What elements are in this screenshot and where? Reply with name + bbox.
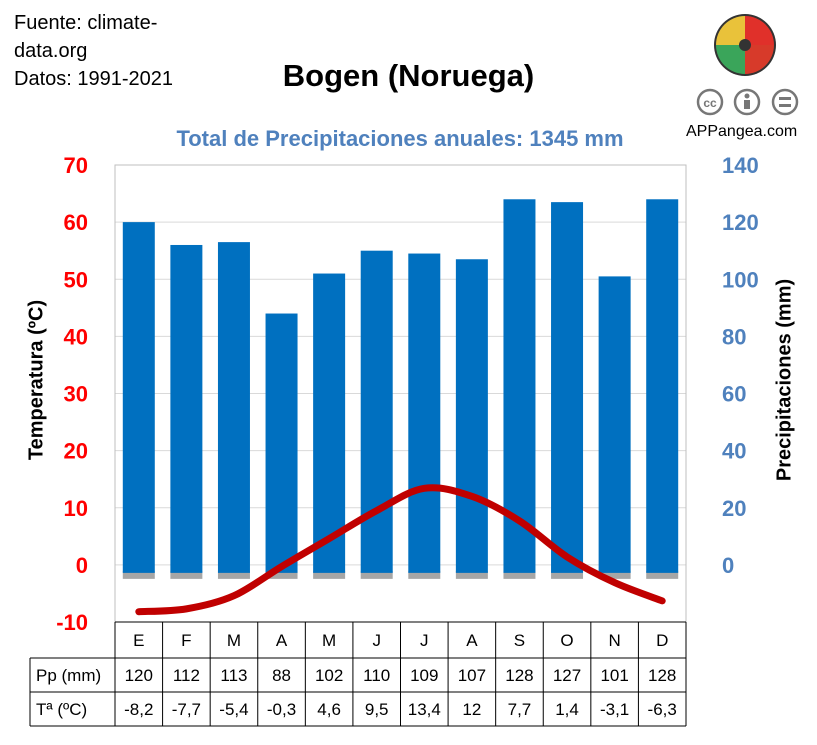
precip-cell: 107	[458, 666, 486, 685]
y-right-tick-label: 80	[722, 324, 746, 349]
y-right-tick-label: 120	[722, 210, 759, 235]
precip-bar	[455, 259, 488, 573]
y-right-tick-label: 40	[722, 439, 746, 464]
y-left-tick-label: 0	[76, 553, 88, 578]
precip-row-label: Pp (mm)	[36, 666, 101, 685]
precip-bar	[170, 244, 203, 573]
x-tick-label: O	[560, 631, 573, 650]
bar-base-shadow	[598, 570, 631, 579]
y-left-tick-label: -10	[56, 610, 88, 635]
x-tick-label: D	[656, 631, 668, 650]
x-tick-label: A	[466, 631, 478, 650]
x-tick-label: F	[181, 631, 191, 650]
temp-cell: 13,4	[408, 700, 441, 719]
bar-base-shadow	[360, 570, 393, 579]
precip-bar	[646, 199, 679, 573]
temp-cell: 12	[462, 700, 481, 719]
precip-bar	[265, 313, 298, 573]
precip-bar	[408, 253, 441, 573]
y-right-tick-label: 0	[722, 553, 734, 578]
precip-bar	[313, 273, 346, 573]
temp-cell: -8,2	[124, 700, 153, 719]
puzzle-logo-icon	[714, 14, 776, 76]
precip-bar	[122, 222, 155, 573]
y-left-tick-label: 30	[64, 382, 88, 407]
source-line-2: data.org	[14, 40, 88, 62]
temp-cell: 7,7	[508, 700, 532, 719]
y-left-tick-label: 50	[64, 267, 88, 292]
temp-row-label: Tª (ºC)	[36, 700, 87, 719]
bar-base-shadow	[217, 570, 250, 579]
precip-bar	[217, 242, 250, 573]
y-left-tick-label: 10	[64, 496, 88, 521]
x-tick-label: J	[372, 631, 381, 650]
temp-cell: 1,4	[555, 700, 579, 719]
x-tick-label: M	[227, 631, 241, 650]
temp-cell: 9,5	[365, 700, 389, 719]
source-line-1: Fuente: climate-	[14, 12, 158, 34]
precip-bar	[598, 276, 631, 573]
x-tick-label: M	[322, 631, 336, 650]
x-tick-label: N	[608, 631, 620, 650]
precip-cell: 110	[363, 666, 390, 685]
temp-cell: -7,7	[172, 700, 201, 719]
chart-title: Bogen (Noruega)	[282, 58, 535, 93]
bar-base-shadow	[503, 570, 536, 579]
precip-cell: 120	[125, 666, 153, 685]
x-tick-label: J	[420, 631, 429, 650]
y-left-tick-label: 20	[64, 439, 88, 464]
brand-text: APPangea.com	[686, 123, 798, 140]
y-right-tick-label: 60	[722, 382, 746, 407]
temp-cell: 4,6	[317, 700, 341, 719]
by-icon	[733, 88, 761, 116]
y-right-tick-label: 100	[722, 267, 759, 292]
data-period: Datos: 1991-2021	[14, 68, 174, 90]
bar-base-shadow	[551, 570, 584, 579]
x-tick-label: A	[276, 631, 288, 650]
precip-cell: 109	[410, 666, 438, 685]
precip-bar	[360, 250, 393, 573]
bar-base-shadow	[455, 570, 488, 579]
bar-base-shadow	[122, 570, 155, 579]
bar-base-shadow	[313, 570, 346, 579]
x-tick-label: S	[514, 631, 525, 650]
precip-cell: 102	[315, 666, 343, 685]
precip-cell: 112	[173, 666, 200, 685]
bar-base-shadow	[646, 570, 679, 579]
bar-base-shadow	[265, 570, 298, 579]
y-left-tick-label: 60	[64, 210, 88, 235]
precip-cell: 127	[553, 666, 581, 685]
precip-cell: 101	[600, 666, 628, 685]
temp-cell: -6,3	[648, 700, 677, 719]
temp-cell: -0,3	[267, 700, 296, 719]
temperature-line	[135, 484, 666, 616]
bar-base-shadow	[408, 570, 441, 579]
y-right-tick-label: 20	[722, 496, 746, 521]
nd-icon	[771, 88, 799, 116]
temp-cell: -3,1	[600, 700, 629, 719]
precip-cell: 113	[220, 666, 247, 685]
y-left-tick-label: 70	[64, 153, 88, 178]
precip-cell: 128	[505, 666, 533, 685]
precip-cell: 128	[648, 666, 676, 685]
y-right-tick-label: 140	[722, 153, 759, 178]
x-tick-label: E	[133, 631, 144, 650]
cc-icon: cc	[696, 88, 724, 116]
temp-cell: -5,4	[219, 700, 248, 719]
y-left-tick-label: 40	[64, 324, 88, 349]
precip-cell: 88	[272, 666, 291, 685]
svg-text:cc: cc	[703, 96, 717, 110]
chart-subtitle: Total de Precipitaciones anuales: 1345 m…	[176, 126, 624, 151]
precip-bar	[551, 202, 584, 573]
bar-base-shadow	[170, 570, 203, 579]
